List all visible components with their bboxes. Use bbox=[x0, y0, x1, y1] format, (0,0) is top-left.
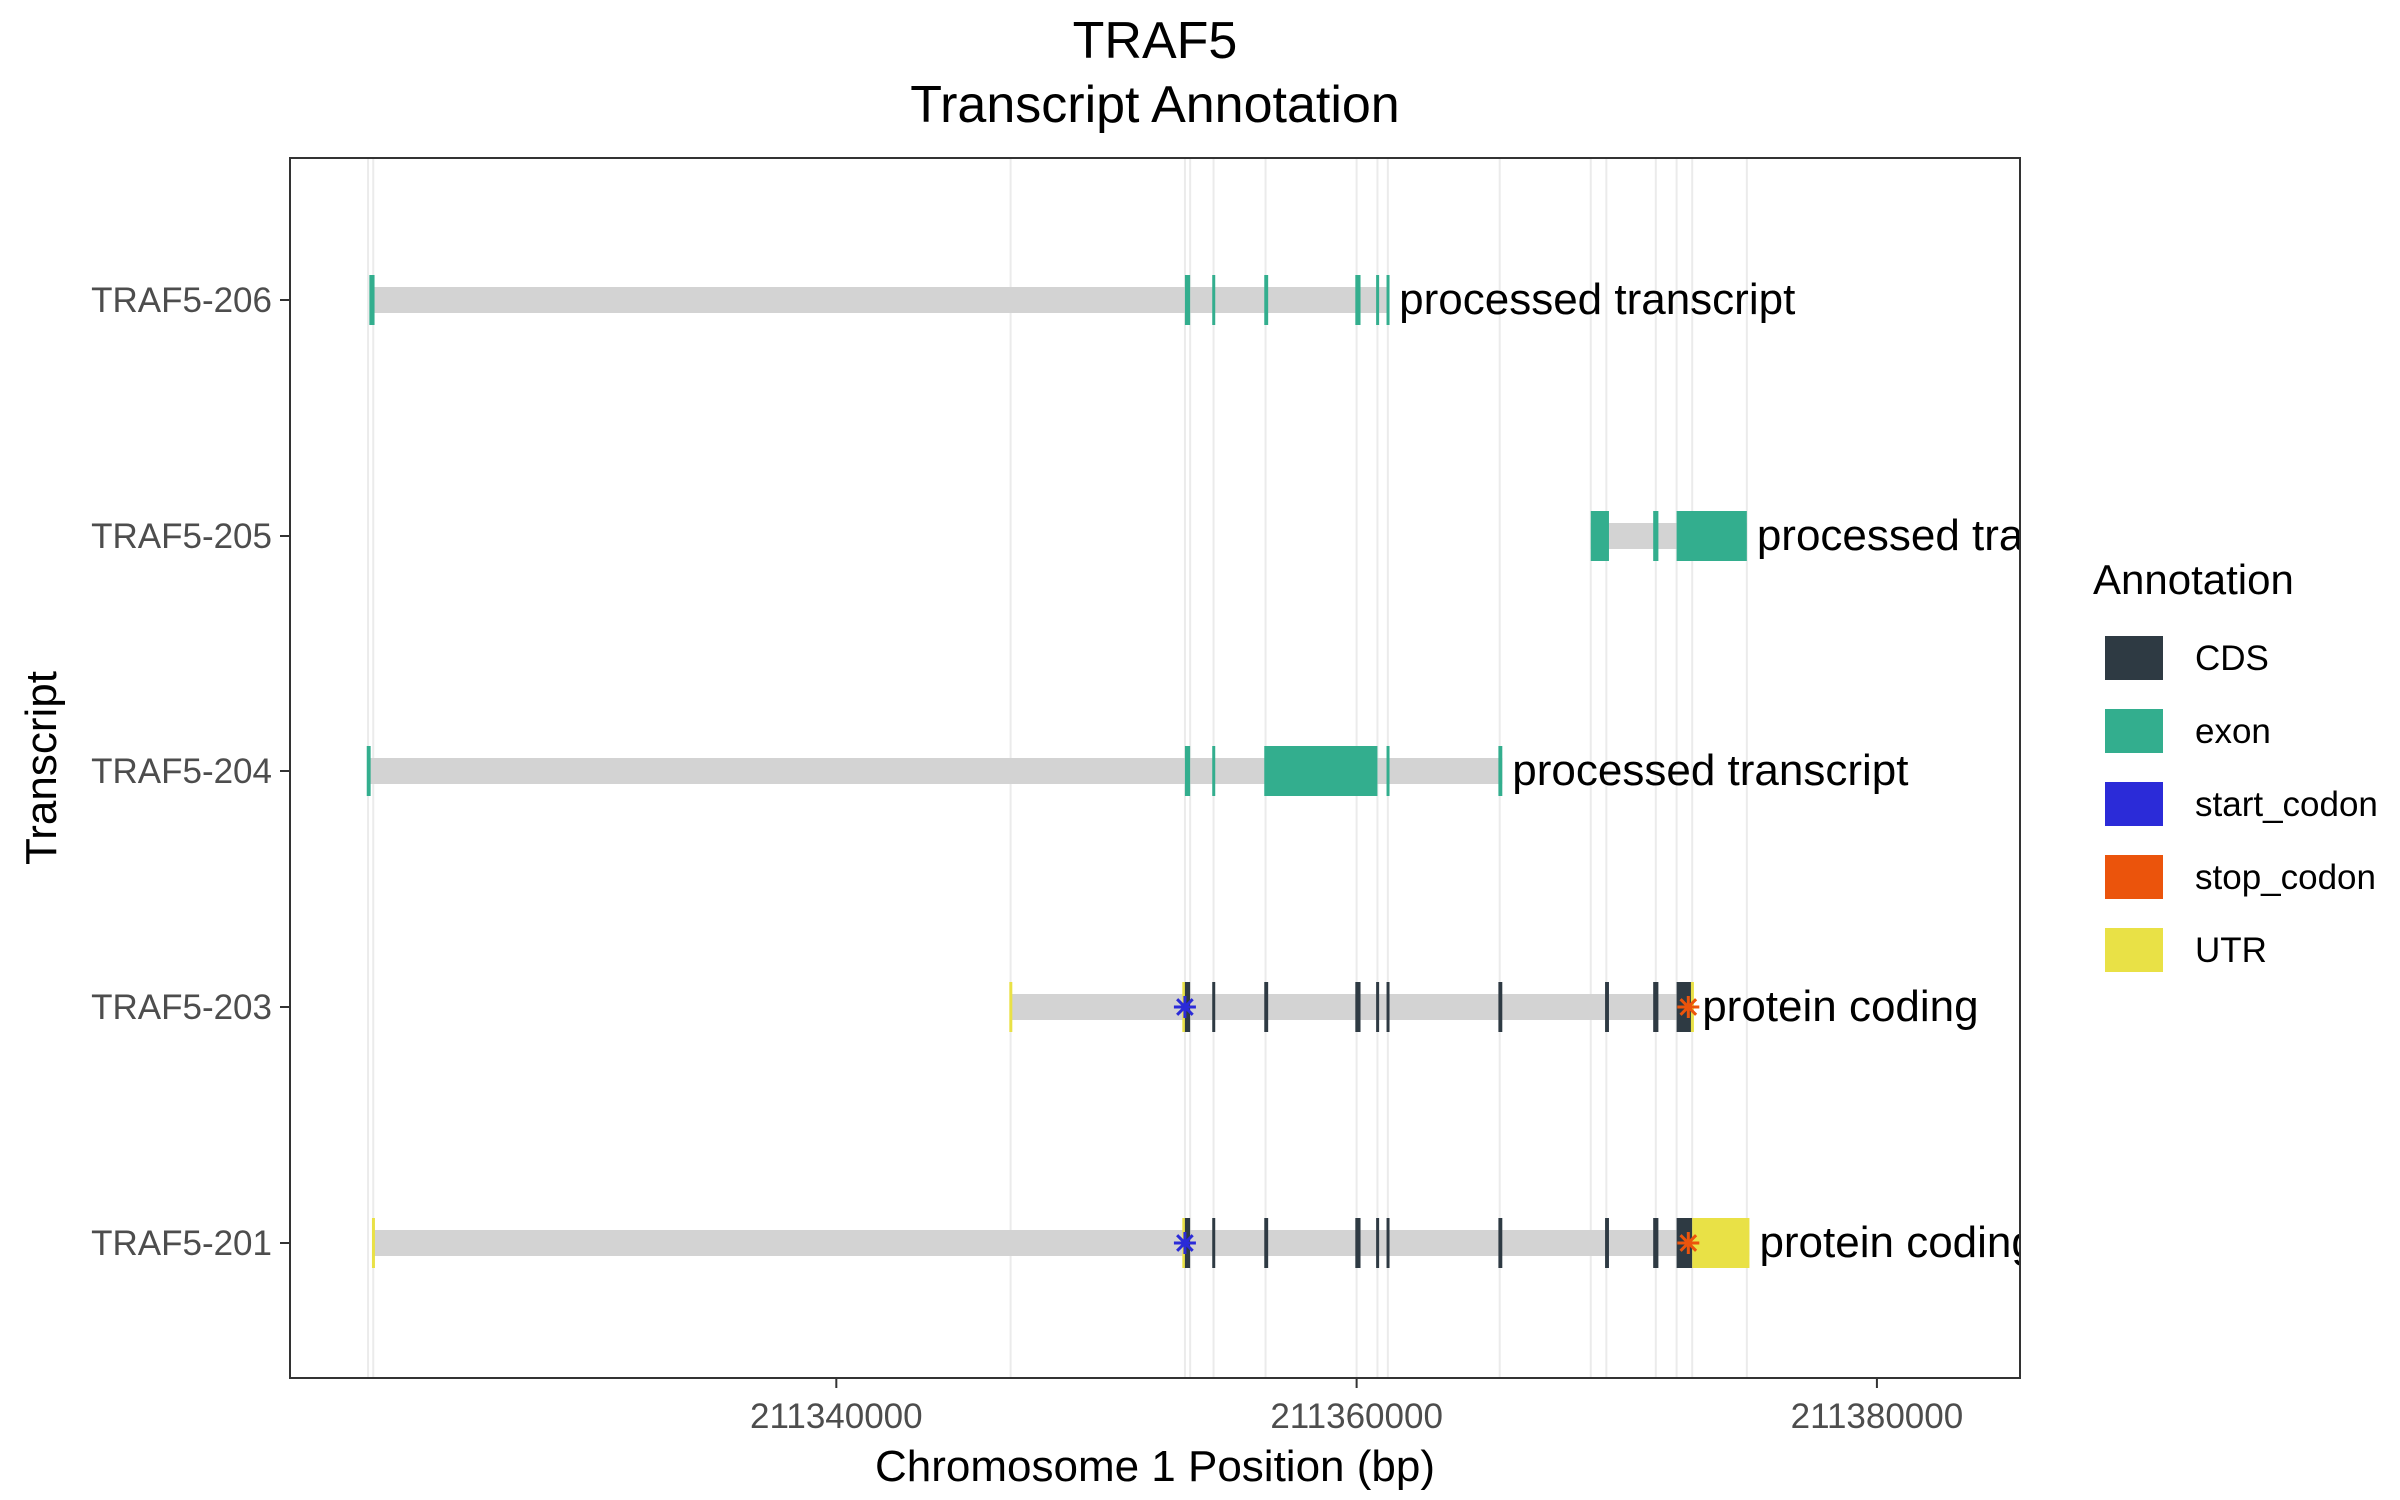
exon-block bbox=[1676, 511, 1747, 561]
exon-block bbox=[1212, 275, 1216, 325]
exon-block bbox=[1376, 275, 1380, 325]
marker-stroke bbox=[1176, 1234, 1194, 1252]
cds-block bbox=[1264, 1218, 1269, 1268]
cds-block bbox=[1264, 982, 1269, 1032]
transcript-biotype-label: processed transcript bbox=[1399, 275, 1795, 324]
legend-label: CDS bbox=[2195, 639, 2269, 678]
transcript-biotype-label: processed transcript bbox=[1757, 511, 2153, 560]
y-tick-label: TRAF5-206 bbox=[91, 281, 272, 320]
start-codon-marker bbox=[1173, 1232, 1196, 1254]
exon-block bbox=[1653, 511, 1659, 561]
cds-block bbox=[1653, 982, 1659, 1032]
chart-subtitle: Transcript Annotation bbox=[910, 76, 1399, 134]
exon-block bbox=[1184, 746, 1191, 796]
transcript-row bbox=[371, 1218, 1750, 1268]
exon-block bbox=[1590, 511, 1609, 561]
transcript-biotype-label: protein coding bbox=[1702, 982, 1978, 1031]
utr-block bbox=[1692, 1218, 1750, 1268]
legend: Annotation CDS exon start_codon stop_codon U… bbox=[2093, 556, 2378, 972]
y-axis-title: Transcript bbox=[17, 671, 66, 865]
cds-block bbox=[1605, 982, 1609, 1032]
marker-stroke bbox=[1176, 998, 1194, 1016]
transcript-biotype-label: processed transcript bbox=[1512, 746, 1908, 795]
transcript-row bbox=[1009, 982, 1700, 1032]
cds-block bbox=[1376, 982, 1380, 1032]
legend-label: stop_codon bbox=[2195, 858, 2376, 897]
start-codon-marker bbox=[1173, 996, 1196, 1018]
exon-block bbox=[1386, 275, 1390, 325]
y-axis: TRAF5-206 TRAF5-205 TRAF5-204 TRAF5-203 TRAF… bbox=[91, 281, 290, 1263]
cds-block bbox=[1212, 1218, 1216, 1268]
x-axis-title: Chromosome 1 Position (bp) bbox=[875, 1442, 1435, 1491]
legend-label: UTR bbox=[2195, 931, 2267, 970]
legend-label: exon bbox=[2195, 712, 2271, 751]
cds-block bbox=[1498, 1218, 1503, 1268]
y-tick-label: TRAF5-205 bbox=[91, 517, 272, 556]
exon-block bbox=[1498, 746, 1503, 796]
y-tick-label: TRAF5-204 bbox=[91, 752, 272, 791]
transcript-biotype-label: protein coding bbox=[1759, 1218, 2035, 1267]
cds-block bbox=[1605, 1218, 1609, 1268]
x-tick-label: 211380000 bbox=[1791, 1397, 1964, 1436]
exon-block bbox=[1386, 746, 1390, 796]
cds-block bbox=[1355, 1218, 1361, 1268]
legend-key-start-codon bbox=[2105, 782, 2163, 826]
cds-block bbox=[1386, 982, 1390, 1032]
exon-block bbox=[369, 275, 375, 325]
cds-block bbox=[1653, 1218, 1659, 1268]
exon-block bbox=[1212, 746, 1216, 796]
legend-key-exon bbox=[2105, 709, 2163, 753]
cds-block bbox=[1212, 982, 1216, 1032]
chart-title: TRAF5 bbox=[1073, 12, 1238, 70]
cds-block bbox=[1386, 1218, 1390, 1268]
legend-label: start_codon bbox=[2195, 785, 2378, 824]
plot-panel-border bbox=[289, 157, 2021, 1379]
exon-block bbox=[1264, 275, 1269, 325]
stop-codon-marker bbox=[1677, 1232, 1700, 1254]
x-axis: 211340000 211360000 211380000 bbox=[750, 1378, 1963, 1436]
transcript-tracks: processed transcript processed transcript… bbox=[366, 275, 2153, 1268]
utr-block bbox=[1009, 982, 1013, 1032]
x-tick-label: 211360000 bbox=[1270, 1397, 1443, 1436]
transcript-row bbox=[366, 746, 1503, 796]
cds-block bbox=[1355, 982, 1361, 1032]
cds-block bbox=[1376, 1218, 1380, 1268]
stop-codon-marker bbox=[1677, 996, 1700, 1018]
x-tick-label: 211340000 bbox=[750, 1397, 923, 1436]
cds-block bbox=[1498, 982, 1503, 1032]
marker-stroke bbox=[1679, 998, 1698, 1016]
intron-line bbox=[371, 287, 1390, 313]
intron-line bbox=[1010, 994, 1693, 1020]
transcript-row bbox=[369, 275, 1390, 325]
exon-block bbox=[1264, 746, 1378, 796]
y-tick-label: TRAF5-203 bbox=[91, 988, 272, 1027]
intron-line bbox=[373, 1230, 1750, 1256]
legend-key-stop-codon bbox=[2105, 855, 2163, 899]
transcript-row bbox=[1590, 511, 1747, 561]
exon-block bbox=[1355, 275, 1361, 325]
legend-key-cds bbox=[2105, 636, 2163, 680]
legend-title: Annotation bbox=[2093, 556, 2294, 603]
y-tick-label: TRAF5-201 bbox=[91, 1224, 272, 1263]
utr-block bbox=[371, 1218, 375, 1268]
marker-stroke bbox=[1679, 1234, 1698, 1252]
exon-block bbox=[1184, 275, 1191, 325]
legend-key-utr bbox=[2105, 928, 2163, 972]
exon-block bbox=[366, 746, 371, 796]
